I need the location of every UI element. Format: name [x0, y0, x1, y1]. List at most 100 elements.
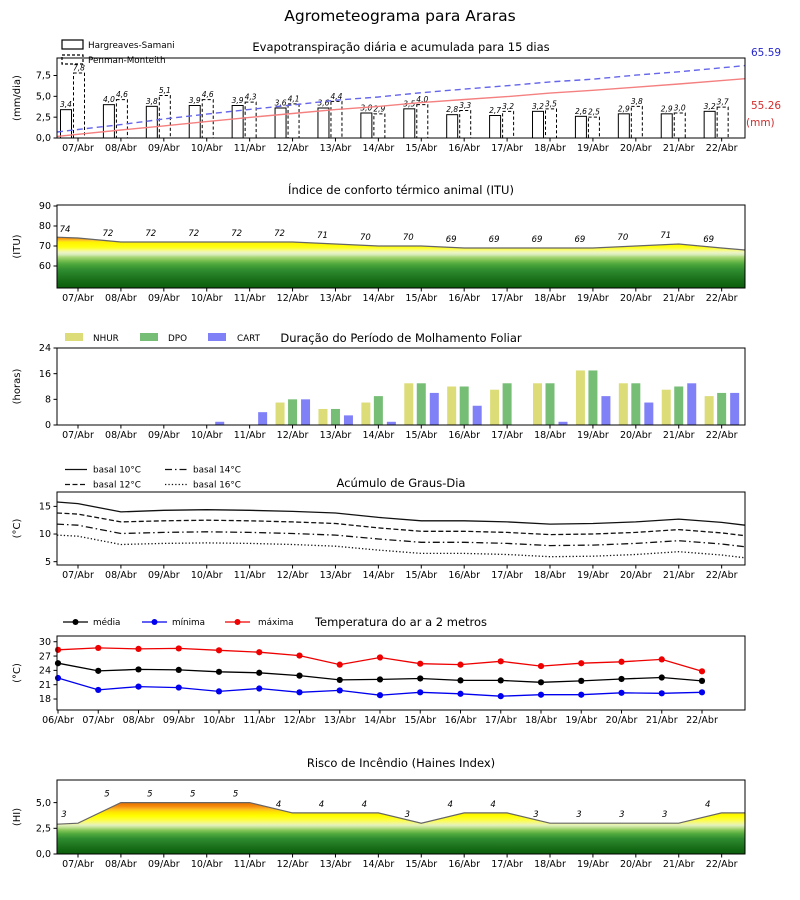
chart-title: Índice de conforto térmico animal (ITU): [288, 182, 514, 197]
svg-text:12/Abr: 12/Abr: [277, 570, 309, 581]
x-axis: 07/Abr 08/Abr 09/Abr 10/Abr 11/Abr 12/Abr 13/A…: [62, 288, 738, 304]
x-axis: 07/Abr 08/Abr 09/Abr 10/Abr 11/Abr 12/Abr 13/A…: [62, 854, 738, 870]
svg-text:08/Abr: 08/Abr: [123, 715, 155, 726]
svg-text:20/Abr: 20/Abr: [606, 715, 638, 726]
svg-text:2,9: 2,9: [373, 104, 385, 113]
svg-text:69: 69: [446, 235, 457, 245]
svg-text:15/Abr: 15/Abr: [405, 293, 437, 304]
svg-text:17/Abr: 17/Abr: [491, 293, 523, 304]
svg-text:12/Abr: 12/Abr: [277, 430, 309, 441]
svg-text:07/Abr: 07/Abr: [62, 859, 94, 870]
svg-text:60: 60: [39, 261, 51, 272]
svg-text:70: 70: [360, 233, 371, 243]
svg-text:08/Abr: 08/Abr: [105, 430, 137, 441]
svg-text:4: 4: [490, 800, 495, 810]
svg-text:65.59: 65.59: [751, 47, 781, 59]
svg-text:30: 30: [39, 637, 51, 648]
svg-text:3,5: 3,5: [545, 99, 557, 108]
svg-text:09/Abr: 09/Abr: [148, 293, 180, 304]
svg-text:15: 15: [39, 502, 51, 513]
series-dpo: [288, 370, 727, 425]
accumulated-lines: [56, 64, 746, 138]
svg-text:2,9: 2,9: [661, 104, 673, 113]
series-basal-16°C: [56, 534, 746, 559]
chart-title: Acúmulo de Graus-Dia: [337, 476, 466, 490]
svg-text:08/Abr: 08/Abr: [105, 143, 137, 154]
svg-text:3,3: 3,3: [459, 101, 471, 110]
svg-text:7,8: 7,8: [73, 64, 85, 73]
svg-text:17/Abr: 17/Abr: [491, 430, 523, 441]
svg-text:14/Abr: 14/Abr: [364, 715, 396, 726]
svg-text:69: 69: [489, 235, 500, 245]
svg-text:(°C): (°C): [12, 663, 23, 683]
area-outline: [56, 801, 745, 825]
svg-text:21/Abr: 21/Abr: [663, 430, 695, 441]
chart-degree-days: basal 10°C basal 12°C basal 14°C basal 16°C…: [12, 466, 746, 581]
svg-text:2,5: 2,5: [588, 108, 600, 117]
svg-text:3,4: 3,4: [60, 100, 72, 109]
svg-text:08/Abr: 08/Abr: [105, 293, 137, 304]
svg-text:18/Abr: 18/Abr: [534, 430, 566, 441]
svg-text:8: 8: [45, 395, 51, 406]
svg-text:Hargreaves-Samani: Hargreaves-Samani: [88, 41, 175, 51]
svg-text:3: 3: [533, 810, 538, 820]
y-axis: 60 70 80 90 (ITU): [12, 201, 57, 272]
svg-text:22/Abr: 22/Abr: [686, 715, 718, 726]
svg-text:17/Abr: 17/Abr: [491, 143, 523, 154]
y-axis: 0,0 2,5 5,0 7,5 (mm/dia): [12, 71, 57, 144]
svg-text:5: 5: [104, 790, 109, 800]
x-axis: 06/Abr 07/Abr 08/Abr 09/Abr 10/Abr 11/Abr 12/A…: [42, 710, 718, 726]
svg-text:16/Abr: 16/Abr: [448, 143, 480, 154]
svg-text:Temperatura do ar a 2 metros: Temperatura do ar a 2 metros: [314, 615, 487, 629]
svg-text:2,6: 2,6: [575, 107, 587, 116]
svg-text:3: 3: [619, 810, 624, 820]
svg-text:10/Abr: 10/Abr: [191, 293, 223, 304]
svg-text:22/Abr: 22/Abr: [706, 143, 738, 154]
svg-text:(ITU): (ITU): [12, 234, 23, 258]
svg-text:10/Abr: 10/Abr: [191, 570, 223, 581]
plot-frame: [56, 347, 746, 426]
svg-text:12/Abr: 12/Abr: [284, 715, 316, 726]
svg-text:69: 69: [575, 235, 586, 245]
svg-text:22/Abr: 22/Abr: [706, 859, 738, 870]
svg-text:3,0: 3,0: [360, 104, 372, 113]
svg-text:72: 72: [145, 229, 156, 239]
svg-text:Acúmulo de Graus-Dia: Acúmulo de Graus-Dia: [337, 476, 466, 490]
series-basal-14°C: [56, 523, 746, 548]
x-axis: 07/Abr 08/Abr 09/Abr 10/Abr 11/Abr 12/Abr 13/A…: [62, 138, 738, 154]
svg-text:72: 72: [102, 229, 113, 239]
svg-text:0,0: 0,0: [36, 133, 51, 144]
svg-text:3,2: 3,2: [532, 102, 544, 111]
svg-text:0,0: 0,0: [36, 849, 51, 860]
svg-text:13/Abr: 13/Abr: [320, 430, 352, 441]
svg-text:18/Abr: 18/Abr: [534, 293, 566, 304]
svg-text:(horas): (horas): [12, 369, 23, 405]
svg-text:3: 3: [61, 810, 66, 820]
svg-text:18/Abr: 18/Abr: [534, 859, 566, 870]
svg-text:16/Abr: 16/Abr: [445, 715, 477, 726]
svg-text:4,0: 4,0: [103, 95, 115, 104]
svg-text:07/Abr: 07/Abr: [62, 570, 94, 581]
svg-text:15/Abr: 15/Abr: [405, 143, 437, 154]
svg-text:(mm): (mm): [746, 117, 775, 129]
legend: NHUR DPO CART: [65, 333, 261, 344]
svg-text:(mm/dia): (mm/dia): [12, 75, 23, 121]
svg-text:basal 12°C: basal 12°C: [93, 481, 141, 491]
svg-text:09/Abr: 09/Abr: [148, 143, 180, 154]
svg-text:19/Abr: 19/Abr: [577, 859, 609, 870]
svg-text:69: 69: [532, 235, 543, 245]
svg-text:13/Abr: 13/Abr: [320, 570, 352, 581]
svg-text:4,6: 4,6: [116, 90, 128, 99]
series-basal-10°C: [56, 501, 746, 526]
svg-text:14/Abr: 14/Abr: [363, 143, 395, 154]
value-labels: 74 72 72 72 72 72 71 70 70 69 69 69 69 70 71 69: [60, 225, 714, 245]
chart-title: Temperatura do ar a 2 metros: [314, 615, 487, 629]
svg-text:3: 3: [405, 810, 410, 820]
svg-text:21/Abr: 21/Abr: [663, 859, 695, 870]
svg-text:4: 4: [362, 800, 367, 810]
svg-text:74: 74: [60, 225, 71, 235]
svg-text:DPO: DPO: [168, 334, 187, 344]
svg-text:2,8: 2,8: [446, 105, 458, 114]
accumulated-totals: 65.59 55.26 (mm): [746, 47, 781, 129]
svg-text:18/Abr: 18/Abr: [525, 715, 557, 726]
